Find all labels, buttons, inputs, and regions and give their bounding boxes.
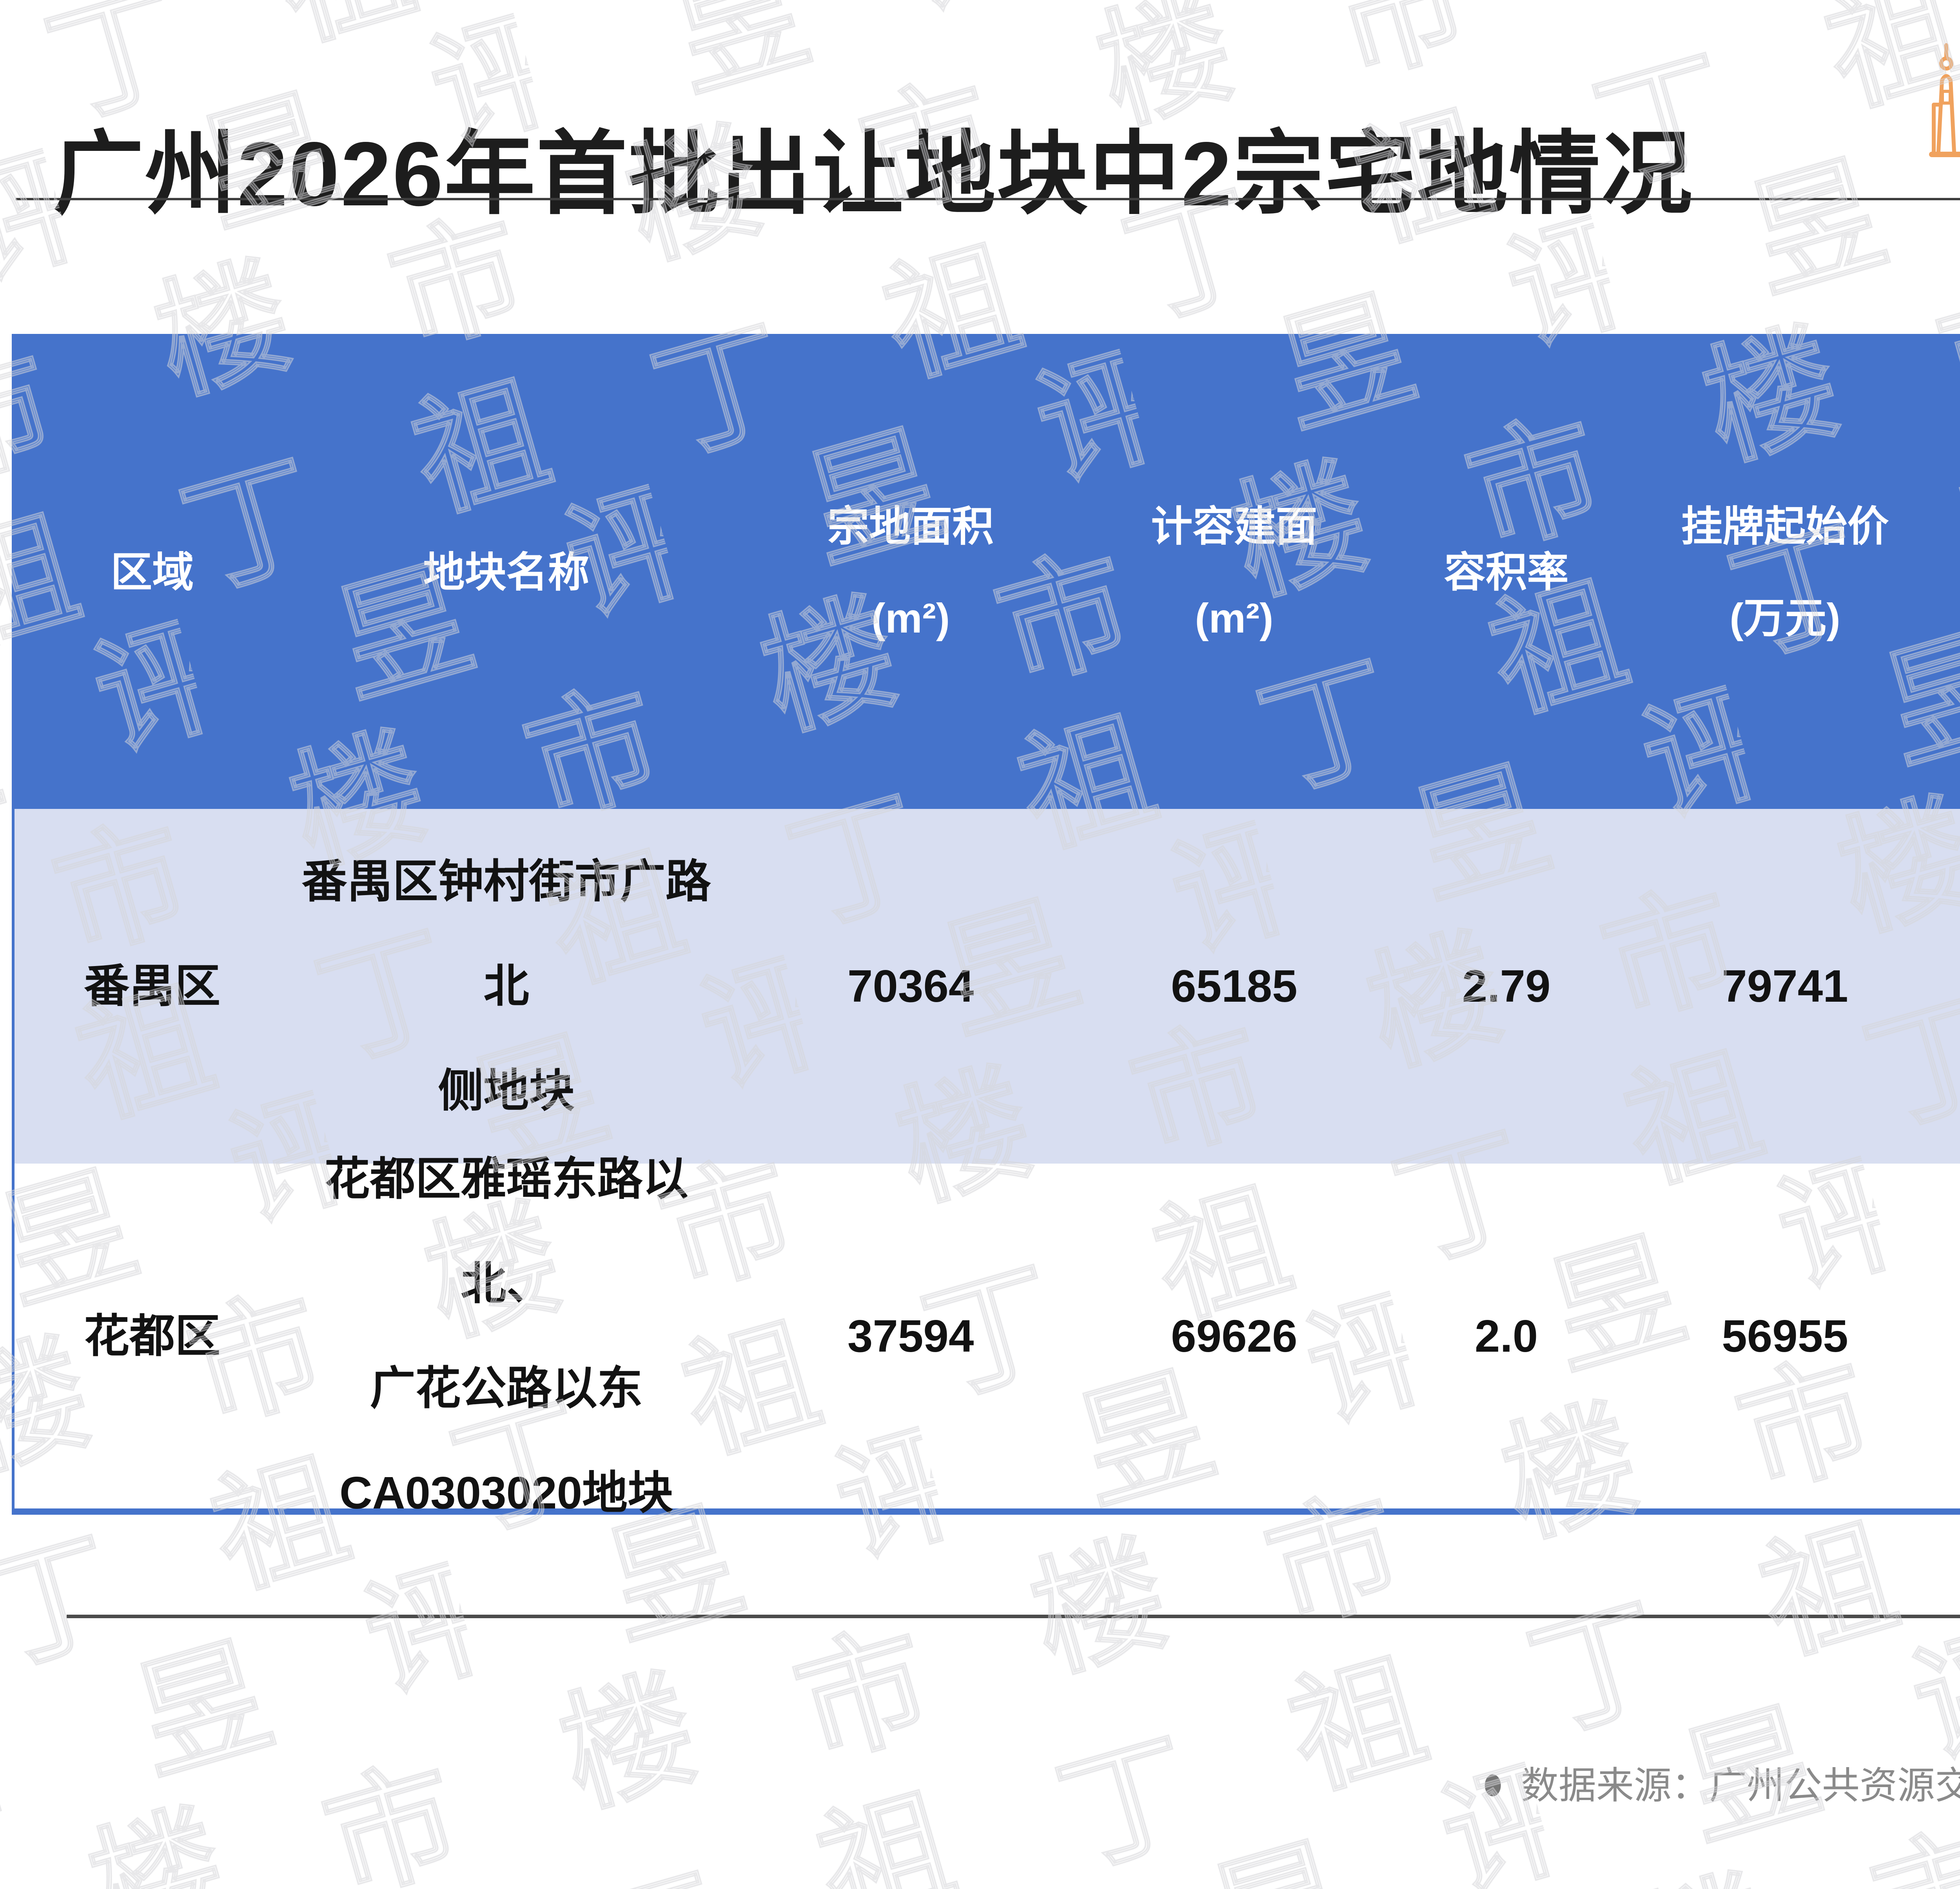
header-cell-starting-price: 挂牌起始价 (万元) (1643, 337, 1927, 809)
cell-starting-price: 79741 (1643, 809, 1927, 1164)
cell-plot-ratio: 2.0 (1370, 1164, 1643, 1508)
header-cell-region: 区域 (15, 337, 290, 809)
header-label: 计容建面 (1151, 504, 1318, 550)
data-source-text: 数据来源：广州公共资源交易中心 (1521, 1765, 1960, 1807)
tower-knob (1939, 56, 1953, 71)
title-divider (16, 198, 1960, 200)
cell-auction-date: 2月13日 (1927, 809, 1960, 1164)
cell-region: 花都区 (15, 1164, 290, 1508)
header-label: 宗地面积 (828, 504, 994, 550)
tower-body (1936, 74, 1956, 154)
header-unit: (万元) (1730, 595, 1840, 642)
header-label: 挂牌起始价 (1681, 504, 1889, 550)
tower-window (1941, 90, 1952, 105)
cell-plot-ratio: 2.79 (1370, 809, 1643, 1164)
header-cell-parcel-name: 地块名称 (290, 337, 723, 809)
header-cell-plot-ratio: 容积率 (1370, 337, 1643, 809)
header-cell-auction-date: 竞价日期 (1927, 337, 1960, 809)
header-label: 地块名称 (423, 549, 590, 596)
header-cell-land-area: 宗地面积 (m²) (722, 337, 1099, 809)
header-cell-floor-area: 计容建面 (m²) (1098, 337, 1370, 809)
cell-parcel-name: 花都区雅瑶东路以北、 广花公路以东 CA0303020地块 (290, 1153, 723, 1518)
page-title: 广州2026年首批出让地块中2宗宅地情况 (53, 123, 1694, 225)
header-unit: (m²) (871, 595, 950, 642)
header-unit: (m²) (1195, 595, 1274, 642)
cell-land-area: 70364 (722, 809, 1099, 1164)
footer-divider (67, 1615, 1960, 1618)
header-label: 区域 (111, 549, 194, 596)
cell-parcel-name: 番禺区钟村街市广路北 侧地块 (290, 809, 723, 1164)
bullet-icon: ● (1481, 1753, 1504, 1811)
land-parcels-table: 区域 地块名称 宗地面积 (m²) 计容建面 (m²) 容积率 挂牌起始价 (万… (12, 334, 1960, 1518)
data-source: ● 数据来源：广州公共资源交易中心 (1481, 1755, 1960, 1809)
cell-region: 番禺区 (15, 809, 290, 1164)
ground-bar (1929, 152, 1960, 157)
cell-auction-date: 2月13日 (1927, 1164, 1960, 1508)
cell-land-area: 37594 (722, 1164, 1099, 1508)
cell-floor-area: 69626 (1098, 1164, 1370, 1508)
cell-starting-price: 56955 (1643, 1164, 1927, 1508)
cell-floor-area: 65185 (1098, 809, 1370, 1164)
header-label: 容积率 (1444, 549, 1569, 596)
buildings-icon (1929, 43, 1960, 157)
